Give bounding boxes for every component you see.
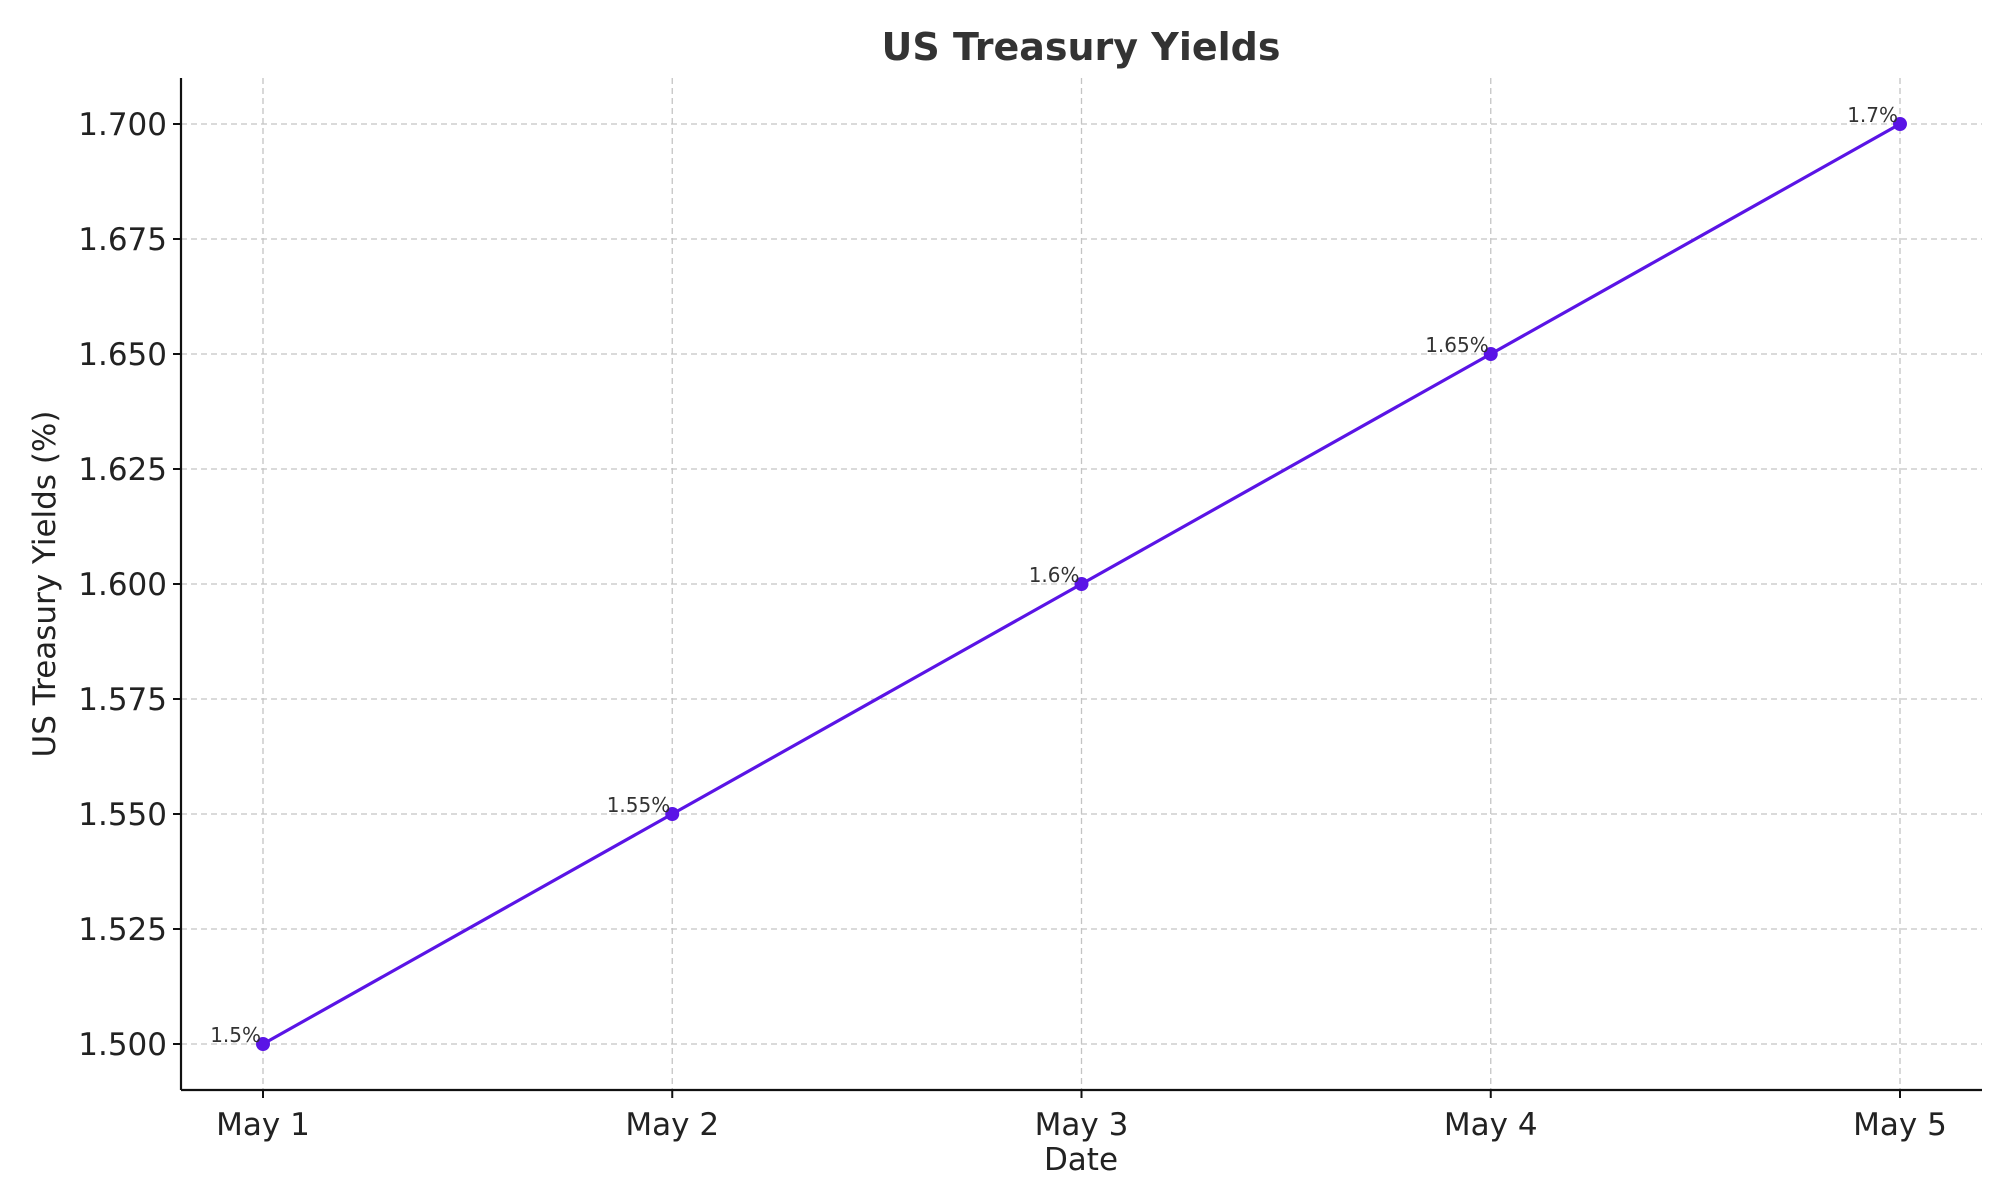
y-tick-label: 1.500: [78, 1027, 167, 1063]
y-tick-label: 1.650: [78, 337, 167, 373]
x-tick-label: May 1: [216, 1107, 310, 1143]
data-point: [1483, 347, 1498, 361]
ticks: 1.500 1.525 1.550 1.575 1.600 1.625 1.650 1.675…: [78, 107, 1947, 1143]
y-tick-label: 1.675: [78, 222, 167, 258]
x-tick-label: May 3: [1035, 1107, 1129, 1143]
x-tick-label: May 2: [625, 1107, 719, 1143]
data-labels: 1.5% 1.55% 1.6% 1.65% 1.7%: [210, 103, 1898, 1047]
x-tick-label: May 5: [1853, 1107, 1947, 1143]
data-label: 1.55%: [607, 793, 671, 817]
data-label: 1.6%: [1029, 563, 1080, 587]
data-label: 1.5%: [210, 1023, 261, 1047]
data-point: [1893, 117, 1907, 131]
data-label: 1.7%: [1847, 103, 1898, 127]
y-tick-label: 1.550: [78, 797, 167, 833]
x-axis-label: Date: [1044, 1142, 1118, 1178]
y-tick-label: 1.700: [78, 107, 167, 143]
data-point: [665, 807, 680, 821]
data-label: 1.65%: [1425, 333, 1489, 357]
chart-title: US Treasury Yields: [882, 25, 1281, 69]
y-tick-label: 1.600: [78, 567, 167, 603]
series: [256, 117, 1907, 1051]
y-tick-label: 1.625: [78, 452, 167, 488]
y-tick-label: 1.525: [78, 912, 167, 948]
y-tick-label: 1.575: [78, 682, 167, 718]
y-axis-label: US Treasury Yields (%): [27, 411, 63, 758]
x-tick-label: May 4: [1444, 1107, 1538, 1143]
data-point: [1074, 577, 1089, 591]
data-point: [256, 1037, 270, 1051]
